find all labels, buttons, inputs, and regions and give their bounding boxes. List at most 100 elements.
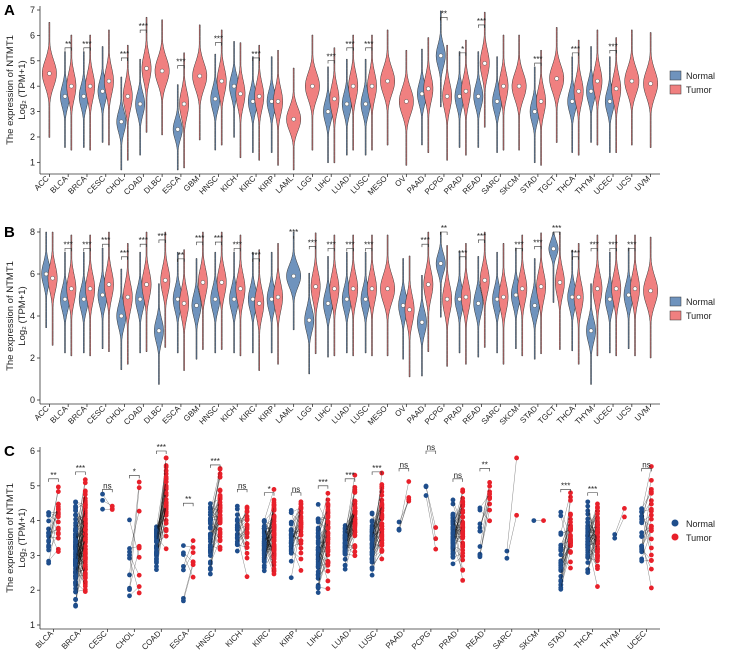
violin-tumor-median [385, 78, 390, 84]
point-tumor [568, 538, 573, 544]
point-tumor [406, 479, 412, 484]
x-tick-label: PRAD [437, 629, 459, 651]
point-normal [585, 540, 591, 546]
point-normal [585, 516, 591, 522]
violin-tumor [549, 27, 565, 143]
violin-normal-median [532, 303, 537, 308]
point-tumor [136, 508, 142, 514]
point-normal [450, 516, 456, 522]
point-tumor [648, 516, 654, 522]
y-axis-label-line2: Log₂ (TPM+1) [17, 60, 28, 119]
point-tumor [55, 489, 61, 494]
point-tumor [298, 568, 304, 573]
point-tumor [595, 530, 600, 536]
violin-tumor [630, 234, 640, 357]
significance-bracket [365, 47, 373, 51]
point-tumor [648, 464, 654, 469]
point-normal [127, 546, 132, 551]
y-axis-label-line2: Log₂ (TPM+1) [17, 508, 28, 567]
point-normal [181, 550, 186, 556]
violin-tumor [511, 34, 527, 151]
y-tick-label: 1 [30, 620, 35, 630]
significance-bracket [177, 65, 185, 69]
point-tumor [648, 506, 654, 512]
point-normal [288, 510, 294, 515]
point-normal [73, 520, 78, 526]
x-tick-label: KIRC [238, 404, 258, 424]
x-tick-label: UVM [633, 404, 652, 423]
violin-tumor [235, 42, 246, 159]
point-normal [288, 519, 294, 525]
violin-tumor-median [50, 276, 55, 281]
violin-tumor-median [144, 282, 149, 287]
significance-label: *** [345, 471, 354, 480]
significance-label: ** [178, 251, 184, 260]
point-tumor [568, 532, 573, 538]
significance-bracket [196, 241, 204, 246]
point-tumor [244, 534, 250, 540]
x-tick-label: CHOL [104, 404, 126, 426]
point-tumor [55, 519, 61, 525]
point-normal [369, 549, 375, 555]
violin-normal [78, 251, 89, 354]
violin-normal [473, 256, 484, 358]
pair-line [452, 491, 463, 528]
point-normal [261, 540, 267, 546]
violin-normal-median [588, 89, 594, 94]
x-tick-label: BLCA [48, 404, 70, 426]
significance-label: ** [441, 224, 447, 233]
point-tumor [568, 519, 573, 525]
point-tumor [217, 496, 223, 502]
point-tumor [217, 492, 223, 498]
pair-line [75, 565, 86, 600]
violin-tumor-median [482, 278, 487, 283]
significance-label: *** [364, 40, 373, 49]
point-tumor [325, 507, 331, 512]
significance-bracket [609, 248, 617, 252]
violin-normal [210, 251, 221, 354]
violin-normal-median [250, 99, 256, 104]
significance-bracket [327, 248, 335, 252]
significance-bracket [129, 475, 140, 479]
significance-bracket [534, 245, 542, 250]
point-tumor [298, 538, 304, 544]
violin-normal [286, 231, 302, 331]
pair-line [48, 486, 59, 547]
violin-normal [116, 268, 127, 371]
significance-bracket [609, 50, 617, 54]
pair-line [425, 495, 436, 550]
point-tumor [595, 546, 600, 552]
significance-label: *** [101, 236, 110, 245]
pair-line [75, 506, 86, 566]
x-tick-label: READ [464, 629, 486, 651]
point-normal [369, 565, 375, 571]
violin-tumor-median [257, 301, 262, 306]
point-normal [234, 548, 240, 554]
point-tumor [595, 553, 600, 559]
legend-swatch-normal [669, 296, 682, 307]
point-tumor [379, 549, 385, 554]
significance-bracket [478, 239, 486, 243]
point-tumor [622, 505, 627, 511]
point-tumor [433, 546, 439, 552]
significance-bracket [571, 52, 579, 56]
point-normal [558, 564, 564, 570]
point-normal [369, 510, 375, 516]
point-tumor [487, 480, 493, 485]
panel-B: B 0 2 4 6 8 The expression of NTMT1 Log₂ (TPM+1… [4, 224, 715, 427]
point-normal [423, 483, 429, 489]
point-tumor [163, 533, 169, 539]
point-normal [315, 573, 321, 579]
point-tumor [271, 532, 277, 538]
pair-line [371, 506, 382, 530]
violin-normal [97, 247, 108, 350]
violin-normal [360, 58, 371, 156]
y-tick-label: 4 [30, 311, 35, 321]
violin-tumor [41, 22, 57, 138]
significance-bracket [177, 258, 185, 262]
violin-normal [567, 56, 578, 153]
point-normal [46, 542, 52, 548]
violin-tumor-median [520, 286, 525, 291]
violin-tumor [423, 231, 434, 352]
violin-normal-median [438, 261, 443, 266]
